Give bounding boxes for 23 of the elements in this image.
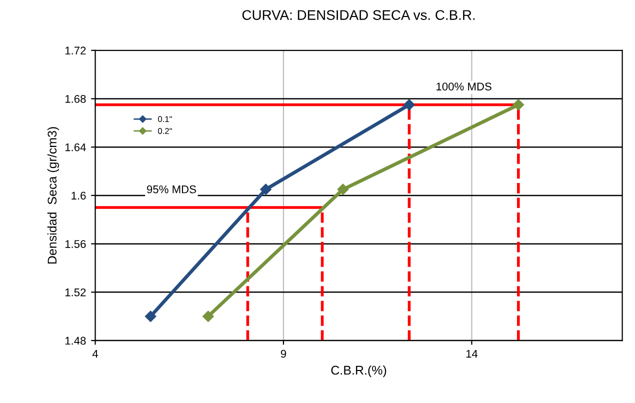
y-tick-label: 1.6 — [72, 192, 86, 200]
y-axis-title: Densidad Seca (gr/cm3) — [47, 127, 60, 264]
x-axis-title: C.B.R.(%) — [331, 365, 386, 378]
point — [404, 99, 415, 110]
y-tick-label: 1.64 — [65, 143, 86, 152]
point — [202, 310, 214, 322]
x-tick-label: 14 — [466, 350, 478, 358]
y-tick-label: 1.68 — [65, 95, 86, 103]
point — [512, 99, 524, 110]
point — [260, 184, 272, 196]
point — [337, 184, 349, 196]
x-tick-label: 4 — [92, 350, 98, 358]
legend-label: 0.2" — [158, 128, 172, 134]
y-tick-label: 1.48 — [65, 336, 86, 345]
x-tick-label: 9 — [280, 350, 286, 358]
chart-title: CURVA: DENSIDAD SECA vs. C.B.R. — [242, 10, 475, 20]
y-tick-label: 1.52 — [65, 288, 86, 296]
ref-line-label: 95% MDS — [146, 185, 196, 194]
ref-line-label: 100% MDS — [436, 82, 492, 90]
legend-label: 0.1" — [158, 116, 172, 122]
point — [144, 310, 156, 322]
y-tick-label: 1.72 — [65, 46, 86, 54]
y-tick-label: 1.56 — [65, 240, 86, 248]
